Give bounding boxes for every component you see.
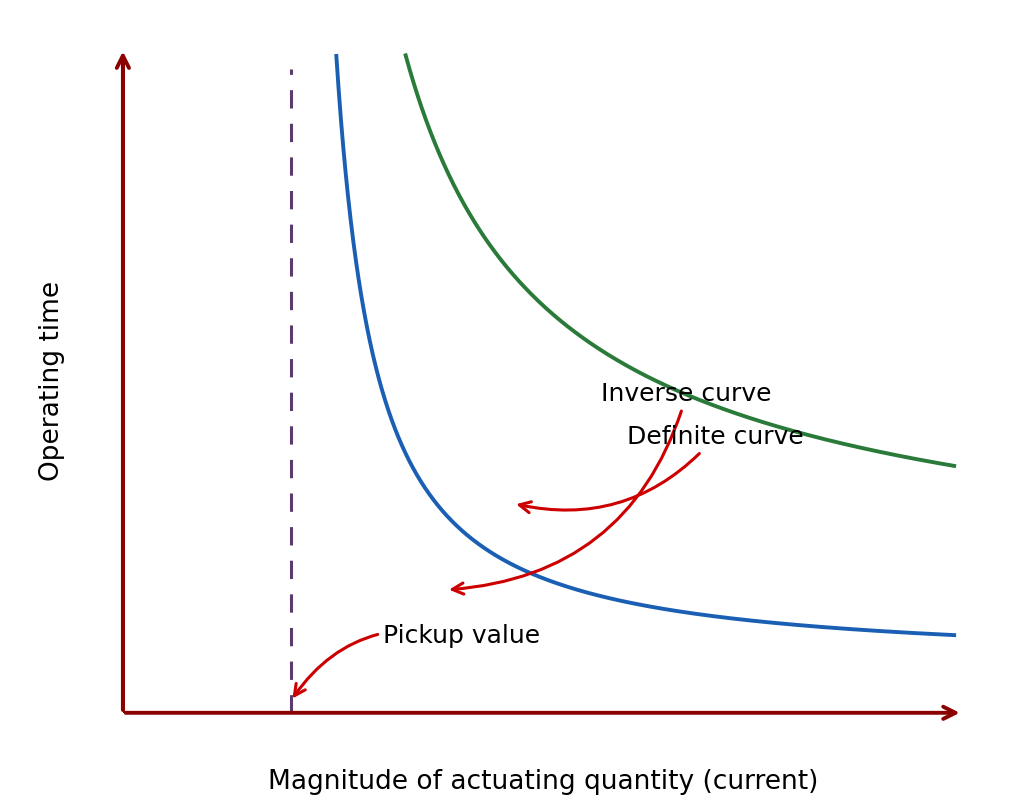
Text: Pickup value: Pickup value [294,624,541,696]
Text: Operating time: Operating time [39,280,65,481]
Text: Definite curve: Definite curve [519,424,804,513]
Text: Magnitude of actuating quantity (current): Magnitude of actuating quantity (current… [267,770,818,795]
Text: Inverse curve: Inverse curve [453,382,772,594]
